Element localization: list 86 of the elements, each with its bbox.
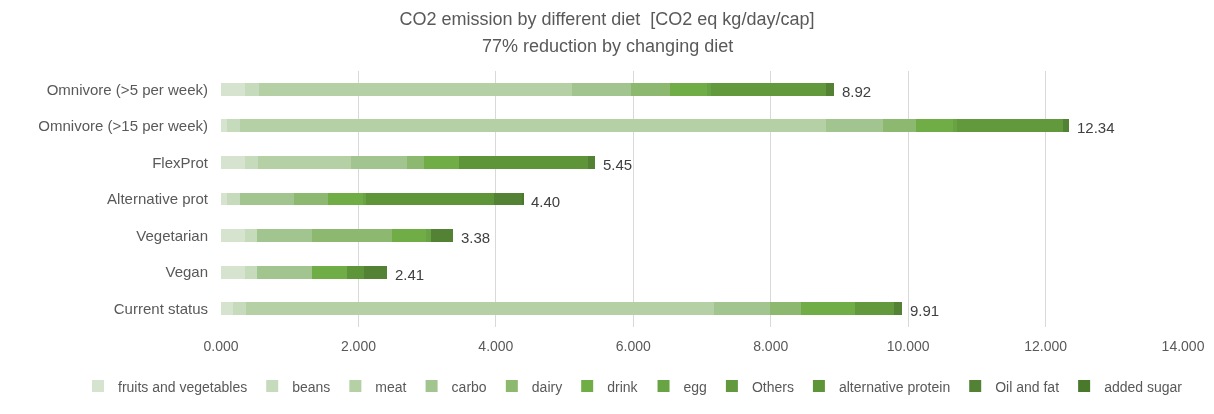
bar — [311, 229, 393, 242]
bar — [221, 156, 246, 169]
bar — [630, 82, 670, 96]
legend-label: added sugar — [1104, 378, 1183, 395]
bar — [710, 82, 827, 96]
bar — [825, 119, 884, 133]
bar — [221, 265, 246, 279]
bar — [245, 229, 257, 242]
bar — [256, 265, 312, 279]
legend-label: alternative protein — [838, 378, 951, 395]
bar — [311, 265, 348, 279]
legend-label: carbo — [451, 378, 487, 395]
bar — [245, 82, 259, 96]
legend-label: fruits and vegetables — [118, 378, 248, 395]
bar — [424, 156, 459, 169]
bar — [245, 265, 257, 279]
bar — [347, 265, 364, 279]
x-tick-label: 12.000 — [1024, 338, 1068, 354]
legend-label: meat — [375, 378, 407, 395]
bar — [221, 119, 228, 133]
y-tick-label: Current status — [113, 299, 208, 317]
bar — [245, 156, 259, 169]
legend-label: dairy — [531, 378, 563, 395]
legend-label: Oil and fat — [995, 378, 1060, 395]
bar — [221, 229, 246, 242]
bar — [587, 156, 596, 169]
total-label: 4.40 — [531, 193, 561, 210]
bar — [956, 119, 1063, 133]
x-tick-label: 0.000 — [203, 338, 239, 354]
bar — [363, 265, 387, 279]
bar — [350, 156, 408, 169]
total-label: 12.34 — [1077, 119, 1115, 136]
bar — [826, 82, 834, 96]
legend-label: Others — [751, 378, 794, 395]
bar — [221, 82, 246, 96]
y-tick-label: Vegetarian — [136, 226, 208, 244]
bar — [392, 229, 427, 242]
y-tick-label: Omnivore (>15 per week) — [38, 117, 208, 135]
total-label: 8.92 — [842, 83, 872, 100]
bar — [883, 119, 916, 133]
bar — [800, 302, 855, 316]
bar — [1062, 119, 1069, 133]
bar — [915, 119, 953, 133]
bar — [894, 302, 902, 316]
chart-subtitle: 77% reduction by changing diet — [482, 36, 734, 56]
bar — [233, 302, 246, 316]
y-tick-label: Vegan — [165, 263, 208, 281]
bar — [493, 192, 523, 206]
total-label: 3.38 — [461, 229, 491, 246]
x-tick-label: 14.000 — [1161, 338, 1205, 354]
x-tick-label: 8.000 — [753, 338, 789, 354]
x-tick-label: 2.000 — [340, 338, 377, 354]
bar — [240, 119, 826, 133]
total-label: 5.45 — [603, 156, 633, 173]
bar — [572, 82, 631, 96]
bar — [258, 82, 573, 96]
bar — [221, 192, 228, 206]
x-tick-label: 4.000 — [478, 338, 514, 354]
legend-label: beans — [292, 378, 331, 395]
chart-title: CO2 emission by different diet [CO2 eq kg/day/cap] — [399, 9, 815, 30]
bar — [240, 192, 294, 206]
x-tick-label: 6.000 — [615, 338, 652, 354]
bar — [407, 156, 425, 169]
bar — [365, 192, 494, 206]
total-label: 2.41 — [395, 266, 425, 283]
bar — [227, 119, 241, 133]
bar — [431, 229, 454, 242]
y-tick-label: Alternative prot — [107, 190, 209, 208]
legend-label: egg — [683, 378, 707, 395]
bar — [293, 192, 328, 206]
bar — [458, 156, 588, 169]
bar — [245, 302, 714, 316]
bar — [770, 302, 801, 316]
bar — [256, 229, 312, 242]
legend-label: drink — [607, 378, 639, 395]
x-tick-label: 10.000 — [886, 338, 930, 354]
total-label: 9.91 — [910, 302, 940, 319]
bar — [713, 302, 771, 316]
y-tick-label: Omnivore (>5 per week) — [46, 80, 208, 98]
bar — [221, 302, 234, 316]
bar — [327, 192, 364, 206]
bar — [258, 156, 351, 169]
bar — [669, 82, 707, 96]
bar — [854, 302, 895, 316]
bar — [227, 192, 241, 206]
y-tick-label: FlexProt — [152, 153, 209, 171]
